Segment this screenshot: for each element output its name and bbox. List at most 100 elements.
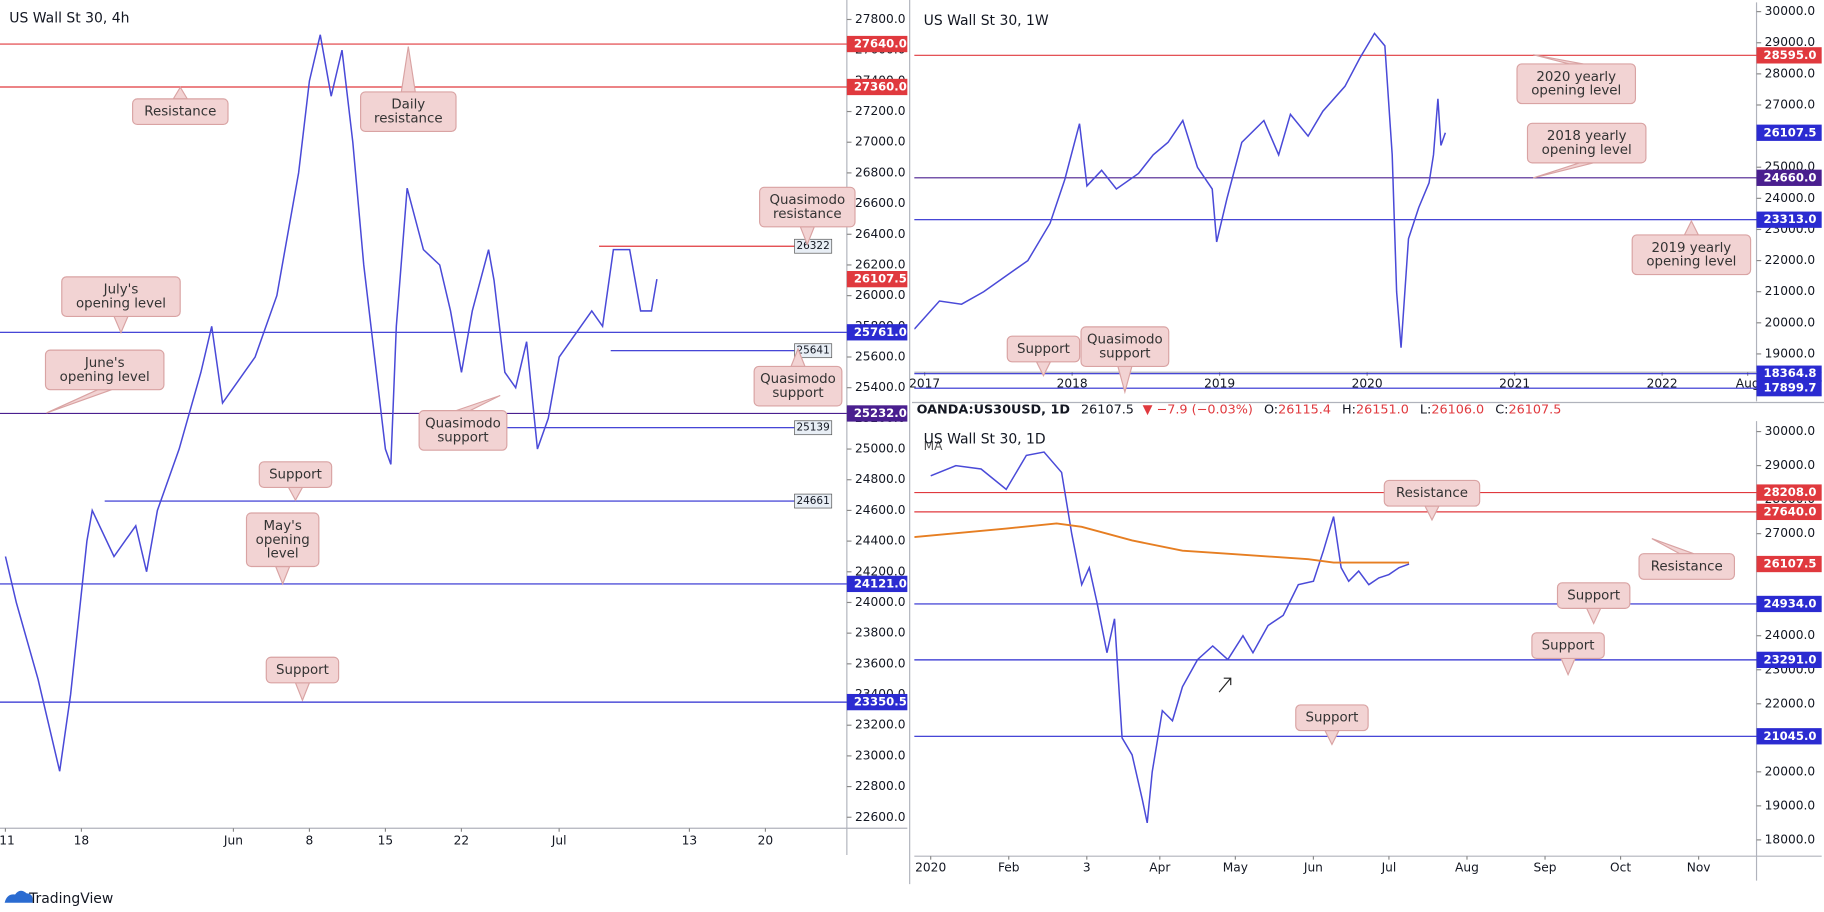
- callout: [1516, 63, 1637, 105]
- x-tick-label: May: [1223, 860, 1248, 874]
- level-tag-label: 23291.0: [1764, 652, 1817, 666]
- callout: [1080, 326, 1170, 368]
- level-tag: [846, 693, 908, 711]
- callout: [759, 186, 856, 228]
- brand[interactable]: TradingView: [28, 891, 113, 907]
- y-tick-label: 23000.0: [855, 748, 905, 762]
- x-tick-label: 13: [682, 834, 698, 848]
- brand-logo: [4, 890, 33, 903]
- callout: [258, 461, 333, 488]
- callout-text: 2020 yearly: [1536, 70, 1616, 85]
- chart-title: US Wall St 30, 1D: [924, 432, 1046, 448]
- level-tag: [1756, 380, 1822, 397]
- callout: [132, 98, 229, 126]
- y-tick-label: 27800.0: [855, 12, 905, 26]
- callout-text: opening level: [1531, 84, 1621, 99]
- callout-text: Resistance: [1396, 486, 1468, 501]
- y-tick-label: 20000.0: [1765, 315, 1815, 329]
- x-tick-label: Aug: [1455, 860, 1479, 874]
- ohlc-label: L:: [1420, 402, 1431, 417]
- ohlc-value: 26106.0: [1431, 402, 1484, 417]
- last-price-label: 26107.5: [854, 272, 907, 286]
- y-tick-label: 30000.0: [1765, 4, 1815, 18]
- chart-title: US Wall St 30, 4h: [9, 11, 129, 27]
- y-tick-label: 24600.0: [855, 503, 905, 517]
- last-price-tag: [1756, 555, 1822, 573]
- x-tick-label: 3: [1083, 860, 1091, 874]
- callout-text: Quasimodo: [760, 372, 836, 387]
- callout-text: Support: [276, 663, 329, 678]
- callout-text: Support: [1306, 711, 1359, 726]
- level-tag-label: 24661: [796, 495, 829, 507]
- x-tick-label: Apr: [1149, 860, 1171, 874]
- level-tag-label: 23350.5: [854, 695, 907, 709]
- level-tag-label: 17899.7: [1764, 381, 1817, 395]
- level-tag-label: 18364.8: [1764, 366, 1817, 380]
- y-tick-label: 20000.0: [1765, 764, 1815, 778]
- callout-text: July's: [103, 283, 139, 298]
- callout-text: Quasimodo: [425, 416, 501, 431]
- level-tag-label: 21045.0: [1764, 729, 1817, 743]
- level-tag-label: 28208.0: [1764, 485, 1817, 499]
- x-tick-label: Jul: [1381, 860, 1397, 874]
- level-tag-label: 25761.0: [854, 325, 907, 339]
- chart-title: US Wall St 30, 1W: [924, 13, 1049, 29]
- callout: [245, 512, 320, 568]
- y-tick-label: 28000.0: [1765, 66, 1815, 80]
- y-tick-label: 24000.0: [1765, 628, 1815, 642]
- ma-line: [914, 522, 1410, 564]
- callout-text: opening level: [60, 370, 150, 385]
- price-line: [914, 32, 1447, 348]
- callout-text: support: [1099, 347, 1150, 362]
- callout-text: opening level: [76, 297, 166, 312]
- x-tick-label: Nov: [1687, 860, 1711, 874]
- level-tag-label: 27640.0: [854, 37, 907, 51]
- callout: [418, 410, 508, 451]
- callout-text: Support: [1542, 639, 1595, 654]
- callout-text: Quasimodo: [769, 193, 845, 208]
- callout: [61, 276, 181, 317]
- y-tick-label: 19000.0: [1765, 798, 1815, 812]
- callout-text: opening level: [1646, 255, 1736, 270]
- x-tick-label: Jun: [1303, 860, 1323, 874]
- level-tag: [846, 78, 908, 96]
- arrow: [1218, 677, 1232, 693]
- callout-text: Quasimodo: [1087, 333, 1163, 348]
- level-tag: [846, 405, 908, 422]
- y-tick-label: 25600.0: [855, 350, 905, 364]
- y-tick-label: 24000.0: [855, 595, 905, 609]
- level-tag: [1756, 169, 1822, 186]
- y-tick-label: 29000.0: [1765, 458, 1815, 472]
- callout-text: May's: [264, 519, 302, 534]
- y-tick-label: 24200.0: [855, 564, 905, 578]
- level-tag-label: 27360.0: [854, 79, 907, 93]
- level-tag-label: 26322: [796, 240, 829, 252]
- callout: [44, 349, 165, 391]
- y-tick-label: 30000.0: [1765, 424, 1815, 438]
- level-tag: [794, 493, 833, 509]
- level-tag-label: 24660.0: [1764, 170, 1817, 184]
- y-tick-label: 26200.0: [855, 257, 905, 271]
- callout: [1631, 234, 1752, 276]
- y-tick-label: 23600.0: [855, 656, 905, 670]
- y-tick-label: 26800.0: [855, 165, 905, 179]
- y-tick-label: 24400.0: [855, 534, 905, 548]
- x-tick-label: 18: [74, 834, 90, 848]
- level-tag: [846, 575, 908, 593]
- level-tag: [1756, 484, 1822, 501]
- level-tag: [1756, 728, 1822, 745]
- level-tag-label: 27640.0: [1764, 504, 1817, 518]
- callout: [360, 91, 457, 133]
- callout: [1638, 553, 1736, 580]
- ohlc-value: 26115.4: [1278, 402, 1331, 417]
- level-tag: [846, 35, 908, 53]
- x-tick-label: 2017: [909, 376, 940, 390]
- ohlc-value: 26151.0: [1356, 402, 1409, 417]
- symbol-header: OANDA:US30USD, 1D 26107.5 ▼ −7.9 (−0.03%…: [917, 402, 1562, 417]
- y-tick-label: 26400.0: [855, 227, 905, 241]
- y-tick-label: 27200.0: [855, 104, 905, 118]
- y-tick-label: 29000.0: [1765, 35, 1815, 49]
- x-tick-label: 2019: [1204, 376, 1235, 390]
